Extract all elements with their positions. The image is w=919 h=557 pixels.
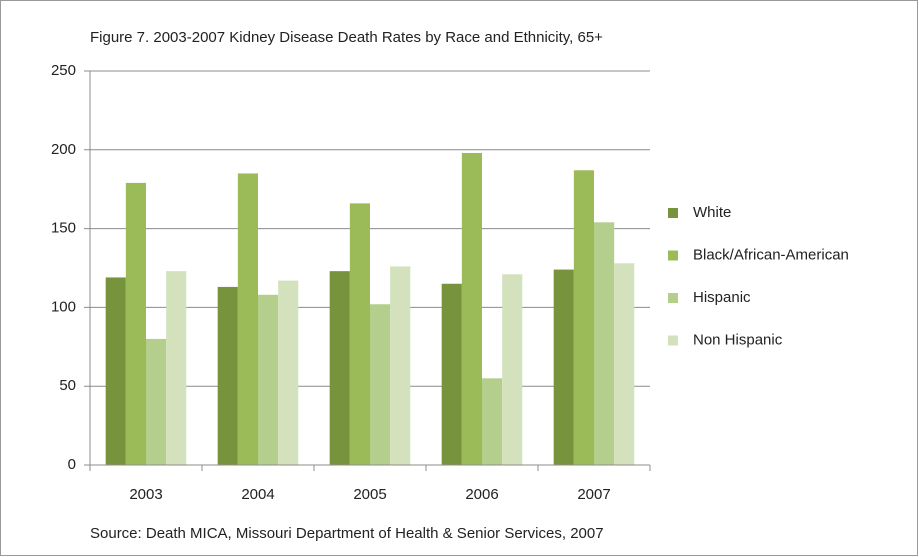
x-tick-label: 2004 xyxy=(241,486,274,503)
bar xyxy=(502,274,523,465)
legend-label: Black/African-American xyxy=(693,246,849,263)
y-tick-label: 200 xyxy=(51,141,76,158)
bar xyxy=(441,283,462,465)
legend-label: White xyxy=(693,204,731,221)
x-tick-label: 2003 xyxy=(129,486,162,503)
y-tick-label: 50 xyxy=(59,377,76,394)
x-tick-label: 2005 xyxy=(353,486,386,503)
legend-swatch xyxy=(668,293,678,303)
bar xyxy=(370,304,391,465)
bar xyxy=(237,173,258,465)
bar xyxy=(258,294,279,465)
bar xyxy=(614,263,635,465)
bar xyxy=(146,338,167,465)
bar xyxy=(553,269,574,465)
bar xyxy=(278,280,299,465)
bar xyxy=(329,271,350,465)
y-tick-label: 150 xyxy=(51,220,76,237)
legend-label: Non Hispanic xyxy=(693,331,783,348)
bar xyxy=(573,170,594,465)
legend-swatch xyxy=(668,208,678,218)
bar xyxy=(217,286,238,465)
legend-swatch xyxy=(668,250,678,261)
x-tick-label: 2007 xyxy=(577,486,610,503)
source-note: Source: Death MICA, Missouri Department … xyxy=(90,525,604,542)
bar xyxy=(125,182,146,465)
bar xyxy=(166,271,187,465)
y-tick-label: 100 xyxy=(51,298,76,315)
y-tick-label: 0 xyxy=(68,456,76,473)
bar xyxy=(349,203,370,465)
chart-title: Figure 7. 2003-2007 Kidney Disease Death… xyxy=(90,29,603,46)
bar xyxy=(594,222,615,465)
bar xyxy=(461,152,482,465)
legend-swatch xyxy=(668,335,678,346)
x-tick-label: 2006 xyxy=(465,486,498,503)
legend-label: Hispanic xyxy=(693,289,751,306)
y-tick-label: 250 xyxy=(51,62,76,79)
bar xyxy=(482,378,503,465)
bar xyxy=(390,266,411,465)
bar xyxy=(105,277,126,465)
